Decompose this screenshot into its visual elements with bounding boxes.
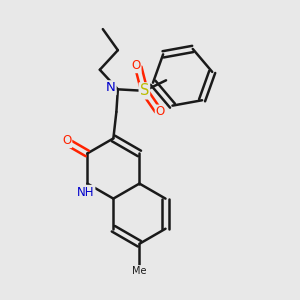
Text: O: O — [62, 134, 71, 147]
Text: S: S — [140, 83, 149, 98]
Text: O: O — [131, 59, 141, 72]
Text: NH: NH — [77, 186, 94, 199]
Text: Me: Me — [132, 266, 147, 276]
Text: N: N — [106, 81, 116, 94]
Text: O: O — [156, 106, 165, 118]
